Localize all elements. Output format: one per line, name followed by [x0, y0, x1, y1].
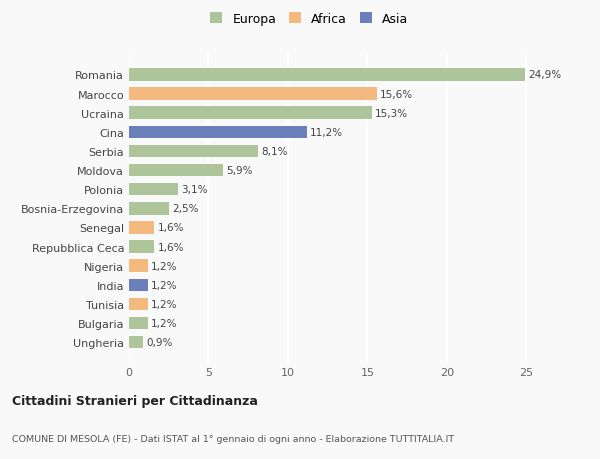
Bar [129, 184, 178, 196]
Bar [129, 164, 223, 177]
Text: Cittadini Stranieri per Cittadinanza: Cittadini Stranieri per Cittadinanza [12, 394, 258, 407]
Text: 1,6%: 1,6% [158, 223, 184, 233]
Bar [129, 279, 148, 291]
Bar [129, 146, 258, 158]
Bar [129, 222, 154, 234]
Bar [129, 298, 148, 310]
Text: 1,2%: 1,2% [151, 261, 178, 271]
Bar [129, 69, 524, 81]
Bar [129, 107, 372, 120]
Bar [129, 317, 148, 330]
Text: 15,6%: 15,6% [380, 90, 413, 99]
Bar [129, 202, 169, 215]
Text: 3,1%: 3,1% [181, 185, 208, 195]
Bar [129, 241, 154, 253]
Text: 1,2%: 1,2% [151, 299, 178, 309]
Text: 24,9%: 24,9% [528, 70, 561, 80]
Text: 11,2%: 11,2% [310, 128, 343, 138]
Legend: Europa, Africa, Asia: Europa, Africa, Asia [206, 9, 412, 29]
Text: 15,3%: 15,3% [375, 108, 409, 118]
Text: 0,9%: 0,9% [146, 337, 173, 347]
Text: 5,9%: 5,9% [226, 166, 253, 176]
Text: 1,2%: 1,2% [151, 319, 178, 328]
Bar [129, 88, 377, 101]
Text: 2,5%: 2,5% [172, 204, 199, 214]
Bar [129, 126, 307, 139]
Text: 8,1%: 8,1% [261, 146, 287, 157]
Bar [129, 336, 143, 349]
Text: COMUNE DI MESOLA (FE) - Dati ISTAT al 1° gennaio di ogni anno - Elaborazione TUT: COMUNE DI MESOLA (FE) - Dati ISTAT al 1°… [12, 434, 454, 442]
Text: 1,2%: 1,2% [151, 280, 178, 290]
Text: 1,6%: 1,6% [158, 242, 184, 252]
Bar [129, 260, 148, 272]
